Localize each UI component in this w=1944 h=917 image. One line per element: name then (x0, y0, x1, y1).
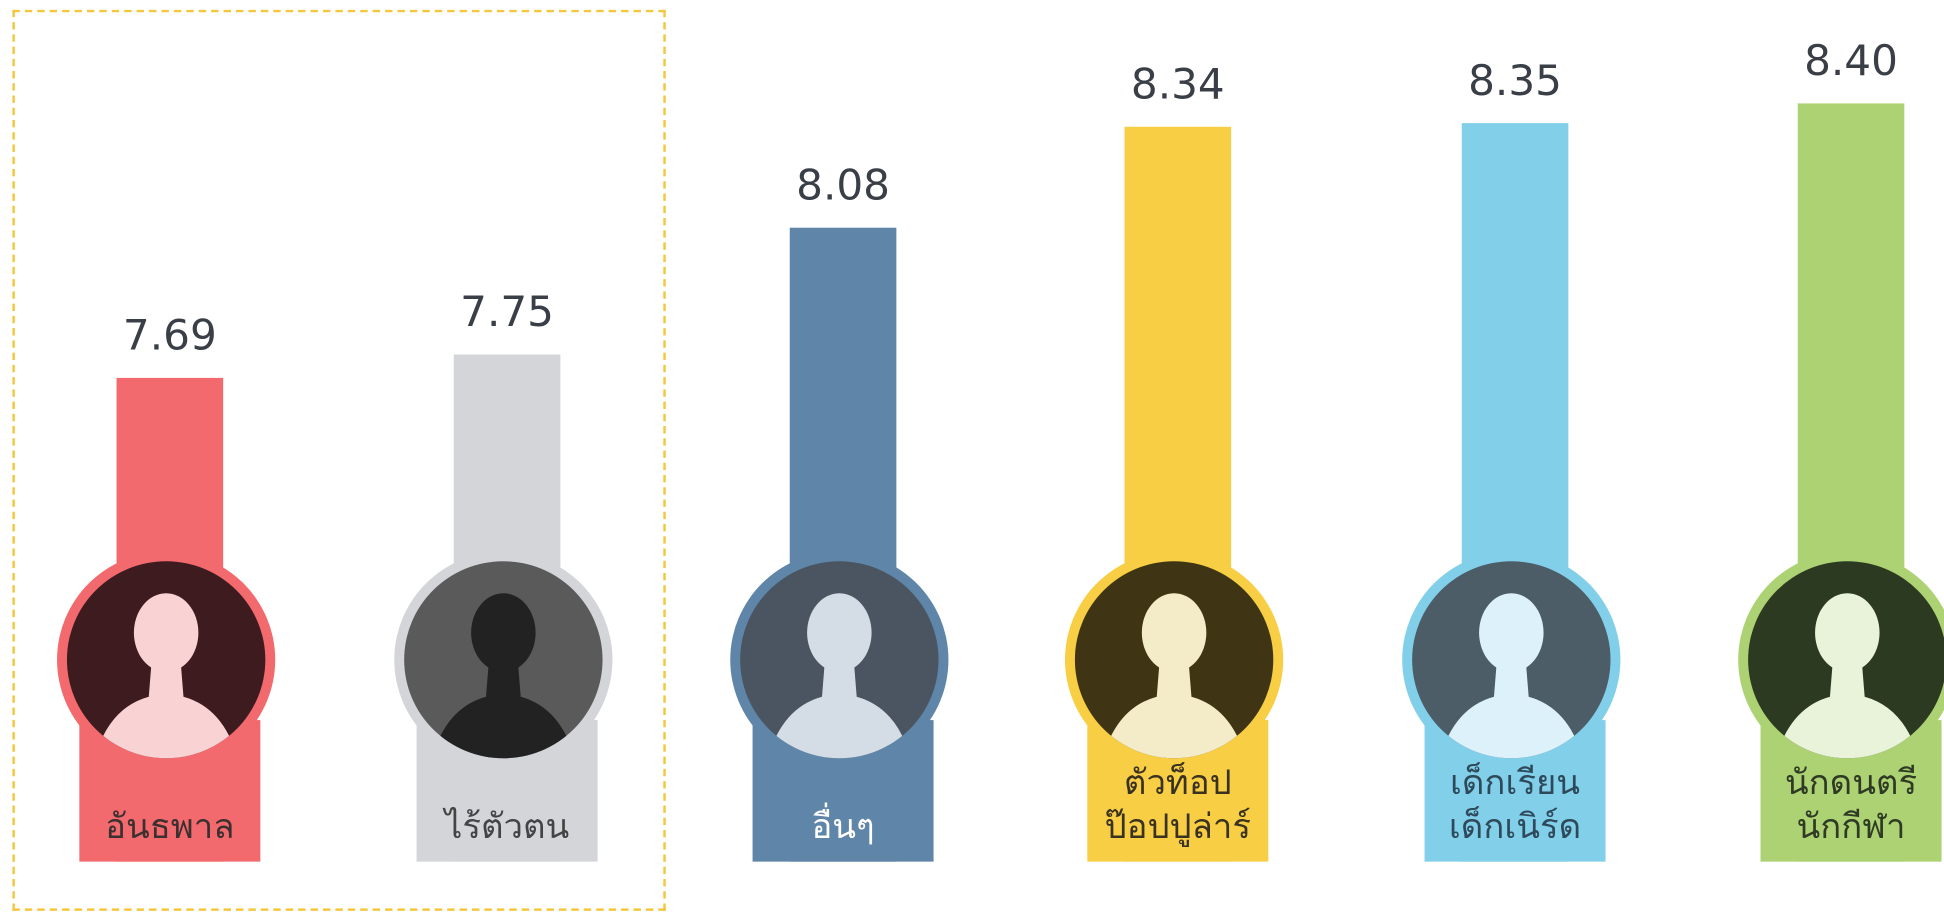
value-label: 8.34 (1079, 60, 1277, 109)
avatar (728, 549, 951, 771)
category-label: ตัวท็อป ป๊อปปูล่าร์ (1079, 761, 1277, 850)
avatar (1400, 549, 1623, 771)
category-label: อันธพาล (71, 805, 269, 849)
avatar (392, 549, 615, 771)
category-label: ไร้ตัวตน (408, 805, 606, 849)
page: 7.69 อันธพาล7.75 ไร้ตัวตน8.08 อื่นๆ8.34 … (0, 0, 1944, 917)
avatar (55, 549, 278, 771)
category-label: อื่นๆ (744, 805, 942, 849)
value-label: 7.69 (71, 311, 269, 360)
category-label: เด็กเรียน เด็กเนิร์ด (1416, 761, 1614, 850)
avatar (1736, 549, 1944, 771)
value-label: 8.35 (1416, 56, 1614, 105)
avatar (1063, 549, 1286, 771)
value-label: 8.08 (744, 161, 942, 210)
chart: 7.69 อันธพาล7.75 ไร้ตัวตน8.08 อื่นๆ8.34 … (0, 0, 1944, 917)
value-label: 8.40 (1752, 37, 1944, 86)
category-label: นักดนตรี นักกีฬา (1752, 761, 1944, 850)
value-label: 7.75 (408, 288, 606, 337)
